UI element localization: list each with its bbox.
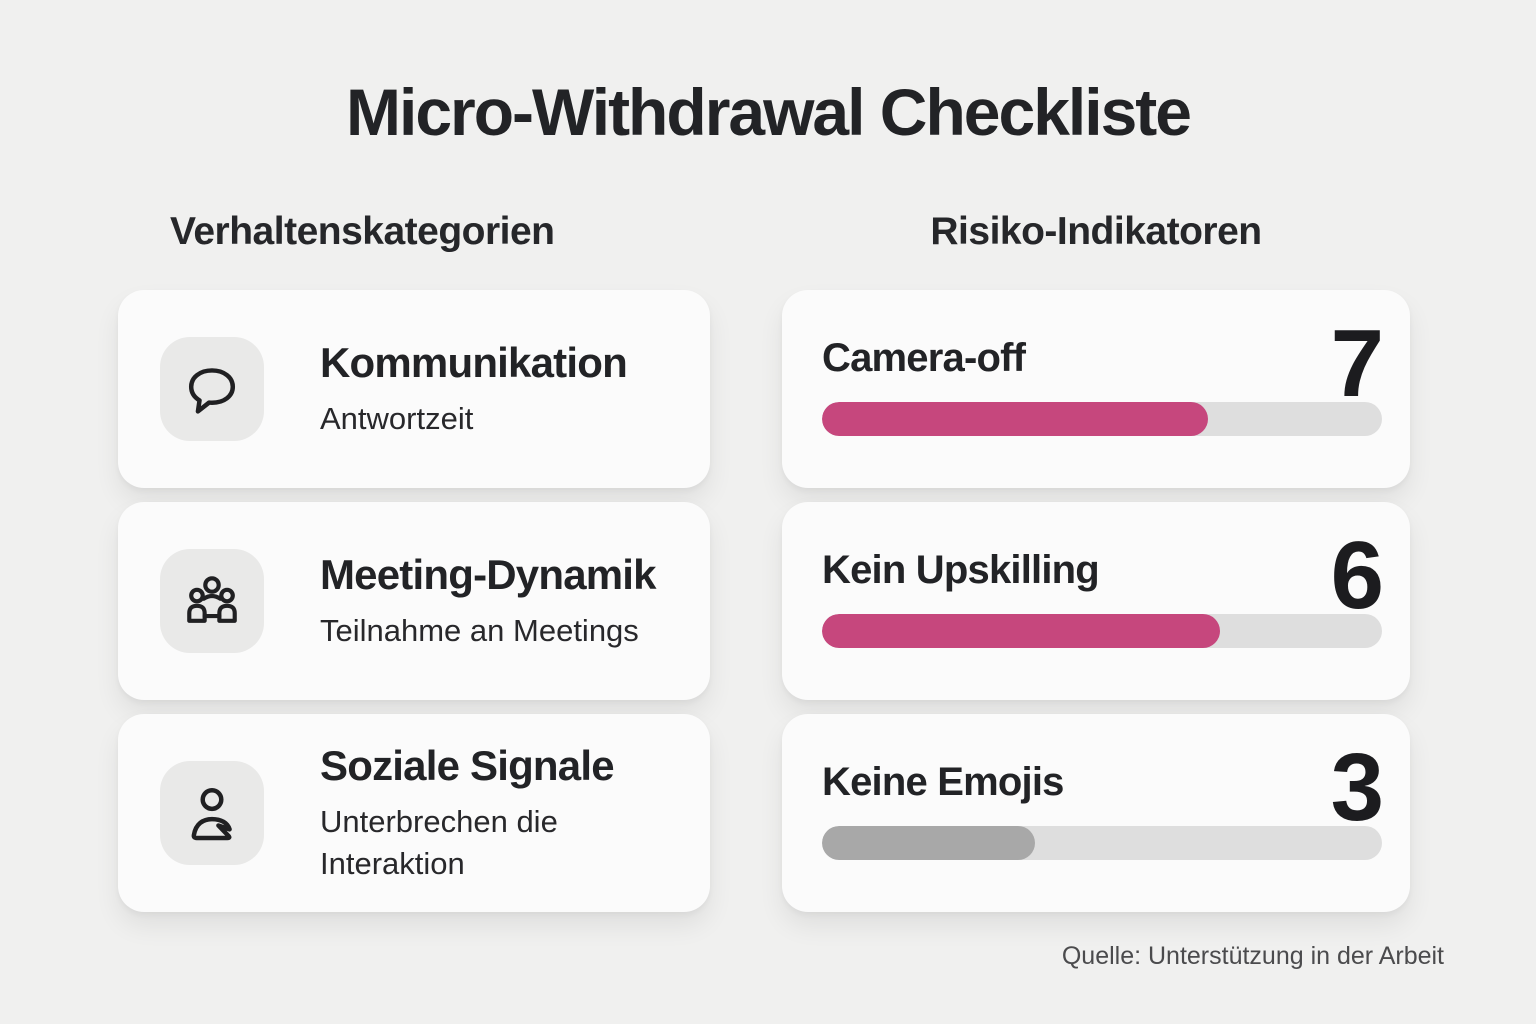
category-card-kommunikation: Kommunikation Antwortzeit bbox=[118, 290, 710, 488]
category-title: Kommunikation bbox=[320, 338, 628, 386]
indicator-head: Kein Upskilling 6 bbox=[822, 522, 1384, 629]
indicator-card-camera-off: Camera-off 7 bbox=[782, 290, 1410, 488]
risk-indicators-column: Risiko-Indikatoren Camera-off 7 Kein Ups… bbox=[782, 206, 1410, 926]
indicator-value: 7 bbox=[1330, 310, 1384, 417]
category-subtitle: Unterbrechen die Interaktion bbox=[320, 803, 558, 881]
source-note: Quelle: Unterstützung in der Arbeit bbox=[1061, 942, 1444, 970]
indicator-head: Keine Emojis 3 bbox=[822, 734, 1384, 841]
progress-bar-fill bbox=[822, 402, 1209, 436]
indicator-card-keine-emojis: Keine Emojis 3 bbox=[782, 714, 1410, 912]
category-subtitle: Antwortzeit bbox=[320, 400, 474, 436]
icon-tile bbox=[160, 337, 264, 441]
progress-bar-fill bbox=[822, 826, 1035, 860]
speech-bubble-icon bbox=[188, 368, 236, 414]
category-text: Meeting-Dynamik Teilnahme an Meetings bbox=[320, 550, 657, 652]
icon-tile bbox=[160, 549, 264, 653]
indicator-value: 6 bbox=[1330, 522, 1384, 629]
icon-tile bbox=[160, 761, 264, 865]
progress-bar-track bbox=[822, 614, 1382, 648]
progress-bar-track bbox=[822, 402, 1382, 436]
page-title: Micro-Withdrawal Checkliste bbox=[346, 75, 1192, 149]
category-text: Soziale Signale Unterbrechen die Interak… bbox=[320, 742, 680, 885]
progress-bar-track bbox=[822, 826, 1382, 860]
indicator-head: Camera-off 7 bbox=[822, 310, 1384, 417]
indicator-label: Camera-off bbox=[822, 336, 1026, 380]
left-column-header: Verhaltenskategorien bbox=[170, 210, 555, 253]
category-title: Soziale Signale bbox=[320, 741, 615, 789]
right-column-header: Risiko-Indikatoren bbox=[930, 210, 1262, 253]
category-text: Kommunikation Antwortzeit bbox=[320, 338, 628, 440]
category-card-meeting-dynamik: Meeting-Dynamik Teilnahme an Meetings bbox=[118, 502, 710, 700]
category-card-soziale-signale: Soziale Signale Unterbrechen die Interak… bbox=[118, 714, 710, 912]
person-icon bbox=[191, 788, 232, 841]
indicator-value: 3 bbox=[1330, 734, 1384, 841]
people-group-icon bbox=[187, 576, 237, 623]
category-subtitle: Teilnahme an Meetings bbox=[320, 612, 639, 648]
category-title: Meeting-Dynamik bbox=[320, 550, 657, 598]
behavior-categories-column: Verhaltenskategorien Kommunikation Antwo… bbox=[118, 206, 710, 926]
indicator-card-kein-upskilling: Kein Upskilling 6 bbox=[782, 502, 1410, 700]
progress-bar-fill bbox=[822, 614, 1220, 648]
indicator-label: Keine Emojis bbox=[822, 760, 1064, 804]
indicator-label: Kein Upskilling bbox=[822, 548, 1100, 592]
